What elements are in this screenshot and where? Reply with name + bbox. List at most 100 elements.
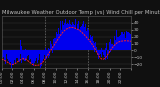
Bar: [5, 50, 6, 64]
Bar: [109, 47, 110, 50]
Bar: [90, 32, 91, 50]
Bar: [129, 33, 130, 50]
Bar: [62, 32, 63, 50]
Bar: [103, 50, 104, 55]
Bar: [75, 20, 76, 50]
Bar: [32, 50, 33, 63]
Bar: [39, 50, 40, 54]
Bar: [92, 43, 93, 50]
Bar: [80, 30, 81, 50]
Bar: [35, 50, 36, 65]
Bar: [69, 28, 70, 50]
Bar: [30, 50, 31, 59]
Bar: [111, 36, 112, 50]
Bar: [61, 30, 62, 50]
Bar: [121, 38, 122, 50]
Bar: [122, 35, 123, 50]
Bar: [71, 30, 72, 50]
Bar: [46, 50, 47, 57]
Bar: [88, 39, 89, 50]
Bar: [39, 50, 40, 53]
Bar: [48, 50, 49, 53]
Bar: [99, 49, 100, 50]
Bar: [24, 50, 25, 57]
Bar: [84, 31, 85, 50]
Bar: [37, 50, 38, 57]
Bar: [88, 30, 89, 50]
Bar: [18, 50, 19, 61]
Bar: [130, 34, 131, 50]
Bar: [10, 50, 11, 61]
Bar: [21, 50, 22, 63]
Bar: [82, 33, 83, 50]
Bar: [77, 30, 78, 50]
Bar: [21, 50, 22, 53]
Bar: [107, 50, 108, 53]
Bar: [84, 36, 85, 50]
Bar: [41, 50, 42, 61]
Bar: [108, 50, 109, 51]
Bar: [76, 29, 77, 50]
Bar: [45, 50, 46, 60]
Bar: [16, 50, 17, 51]
Bar: [27, 50, 28, 54]
Bar: [6, 50, 7, 54]
Bar: [98, 50, 99, 59]
Bar: [9, 50, 10, 63]
Bar: [24, 50, 25, 61]
Bar: [65, 25, 66, 50]
Bar: [97, 50, 98, 56]
Bar: [78, 21, 79, 50]
Bar: [78, 21, 79, 50]
Bar: [97, 50, 98, 55]
Bar: [93, 41, 94, 50]
Bar: [40, 50, 41, 58]
Bar: [63, 29, 64, 50]
Bar: [49, 49, 50, 50]
Bar: [73, 24, 74, 50]
Bar: [40, 50, 41, 62]
Bar: [119, 36, 120, 50]
Bar: [117, 37, 118, 50]
Bar: [12, 50, 13, 55]
Bar: [98, 50, 99, 54]
Bar: [124, 37, 125, 50]
Bar: [102, 50, 103, 52]
Bar: [13, 50, 14, 65]
Bar: [70, 19, 71, 50]
Bar: [52, 50, 53, 53]
Bar: [18, 50, 19, 58]
Bar: [83, 21, 84, 50]
Bar: [79, 30, 80, 50]
Bar: [3, 50, 4, 57]
Bar: [95, 48, 96, 50]
Bar: [129, 35, 130, 50]
Bar: [29, 50, 30, 54]
Bar: [2, 50, 3, 58]
Bar: [80, 27, 81, 50]
Bar: [61, 31, 62, 50]
Bar: [22, 50, 23, 54]
Bar: [99, 50, 100, 53]
Bar: [8, 50, 9, 61]
Bar: [122, 32, 123, 50]
Bar: [57, 34, 58, 50]
Bar: [64, 27, 65, 50]
Bar: [127, 32, 128, 50]
Bar: [66, 24, 67, 50]
Bar: [10, 50, 11, 62]
Bar: [57, 40, 58, 50]
Bar: [121, 32, 122, 50]
Bar: [48, 48, 49, 50]
Bar: [2, 50, 3, 54]
Bar: [72, 22, 73, 50]
Bar: [27, 50, 28, 57]
Bar: [14, 50, 15, 59]
Bar: [9, 50, 10, 59]
Bar: [38, 50, 39, 59]
Bar: [69, 13, 70, 50]
Bar: [113, 45, 114, 50]
Bar: [81, 30, 82, 50]
Bar: [43, 50, 44, 59]
Bar: [68, 24, 69, 50]
